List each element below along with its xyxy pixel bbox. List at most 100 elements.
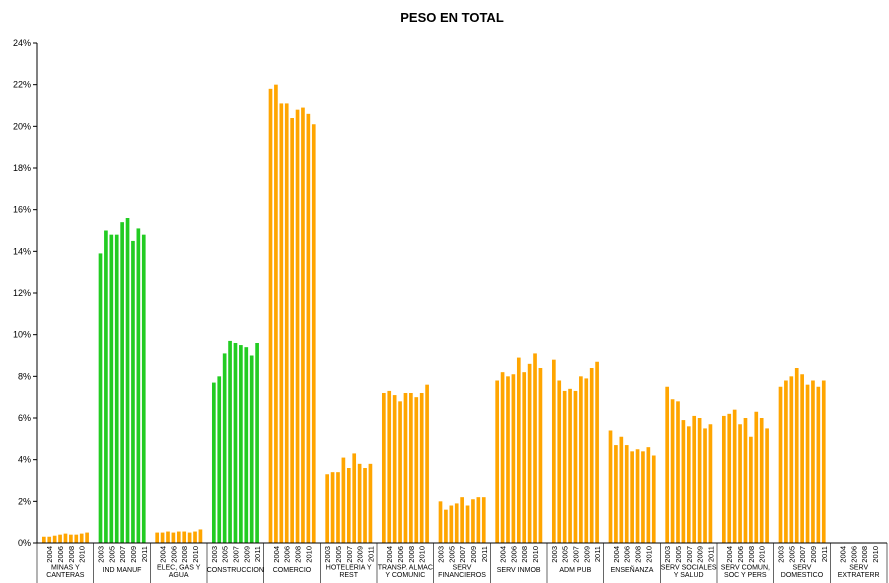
bar (816, 386, 821, 543)
bar (104, 230, 108, 543)
year-label: 2003 (437, 546, 446, 563)
year-label: 2010 (191, 546, 200, 563)
bar (624, 445, 629, 543)
year-label: 2010 (78, 546, 87, 563)
year-label: 2006 (56, 546, 65, 563)
bar (789, 376, 794, 543)
category-label: SERV INMOB (497, 567, 541, 574)
category-label: SERV (793, 565, 812, 572)
year-label: 2005 (787, 546, 796, 563)
year-label: 2007 (118, 546, 127, 563)
bar (703, 428, 707, 543)
year-label: 2010 (644, 546, 653, 563)
category-label: ENSEÑANZA (611, 565, 654, 574)
bar (552, 359, 556, 543)
bar (562, 390, 567, 543)
year-label: 2011 (140, 546, 149, 562)
year-label: 2004 (612, 546, 621, 563)
y-tick-label: 12% (13, 288, 31, 298)
bar (301, 107, 305, 543)
year-label: 2009 (696, 546, 705, 563)
year-label: 2009 (469, 546, 478, 563)
year-label: 2009 (242, 546, 251, 563)
bar (69, 534, 73, 543)
category-label: SERV (849, 565, 868, 572)
bar (363, 468, 367, 543)
year-label: 2011 (593, 546, 602, 562)
y-tick-label: 2% (18, 496, 31, 506)
bar (274, 84, 278, 544)
year-label: 2007 (231, 546, 240, 563)
bar (425, 384, 429, 543)
bar (233, 343, 238, 543)
bar (346, 468, 351, 543)
year-label: 2007 (798, 546, 807, 563)
year-label: 2010 (758, 546, 767, 563)
year-label: 2003 (777, 546, 786, 563)
bar (382, 393, 386, 543)
year-label: 2010 (871, 546, 880, 563)
category-label: HOTELERIA Y (326, 565, 372, 572)
year-label: 2005 (221, 546, 230, 563)
bar (579, 376, 583, 543)
bar (476, 497, 481, 543)
year-label: 2006 (396, 546, 405, 563)
bar (670, 399, 675, 543)
year-label: 2003 (550, 546, 559, 563)
bar (125, 218, 130, 543)
year-label: 2003 (663, 546, 672, 563)
year-label: 2004 (839, 546, 848, 563)
category-label: EXTRATERR (838, 572, 880, 579)
y-tick-label: 18% (13, 163, 31, 173)
bar (449, 505, 454, 543)
bar (398, 401, 402, 543)
bar (589, 368, 594, 543)
bar (311, 124, 316, 543)
year-label: 2007 (571, 546, 580, 563)
year-label: 2010 (304, 546, 313, 563)
bar (595, 361, 599, 543)
year-label: 2008 (860, 546, 869, 563)
category-label: COMERCIO (273, 567, 312, 574)
bar (516, 357, 521, 543)
year-label: 2004 (159, 546, 168, 563)
year-label: 2008 (294, 546, 303, 563)
bar (749, 436, 753, 543)
bar (222, 353, 227, 543)
y-tick-label: 24% (13, 38, 31, 48)
bar (409, 393, 413, 543)
category-label: Y COMUNIC (385, 572, 425, 579)
bar (557, 380, 562, 543)
bar (306, 113, 311, 543)
year-label: 2005 (561, 546, 570, 563)
category-label: Y SALUD (674, 572, 704, 579)
bar (454, 503, 459, 543)
bar (136, 228, 141, 543)
bar (187, 532, 192, 543)
year-label: 2006 (283, 546, 292, 563)
year-label: 2007 (685, 546, 694, 563)
year-label: 2006 (509, 546, 518, 563)
bar (42, 536, 46, 543)
bar (784, 380, 788, 543)
bar (722, 415, 726, 543)
bar (522, 372, 527, 543)
bar (821, 380, 826, 543)
bar (800, 374, 804, 543)
bar (692, 415, 697, 543)
bar (538, 368, 543, 543)
bar (193, 531, 197, 543)
category-label: ELEC, GAS Y (157, 565, 201, 572)
bar (608, 430, 613, 543)
bar (444, 509, 448, 543)
category-label: TRANSP. ALMAC (378, 565, 433, 572)
bar (811, 380, 815, 543)
year-label: 2006 (736, 546, 745, 563)
category-label: IND MANUF (103, 567, 142, 574)
bar (212, 382, 216, 543)
category-label: SOC Y PERS (724, 572, 767, 579)
bar (341, 457, 346, 543)
year-label: 2003 (210, 546, 219, 563)
bar (120, 222, 124, 543)
